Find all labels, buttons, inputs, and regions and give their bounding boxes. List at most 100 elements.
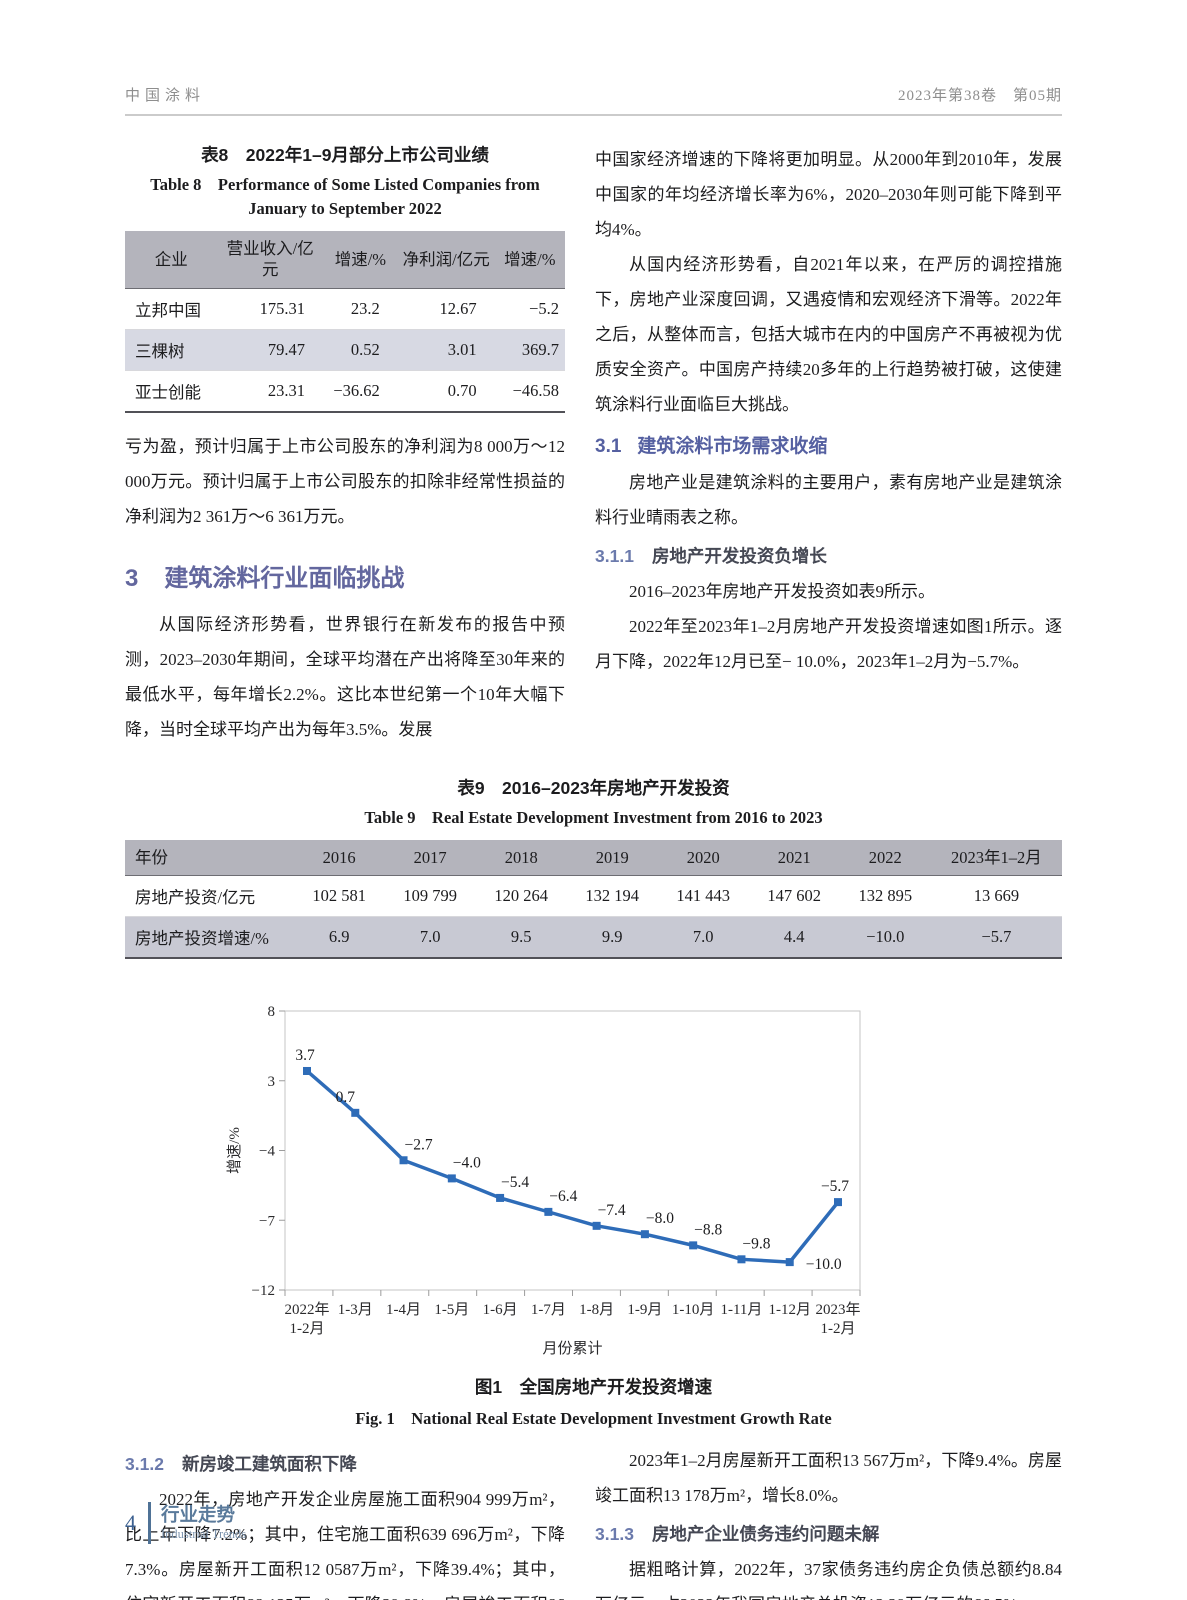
x-tick-label: 1-2月	[290, 1321, 325, 1337]
table-cell: 79.47	[267, 339, 305, 359]
table-cell: 109 799	[403, 886, 457, 906]
data-point-label: −6.4	[549, 1188, 577, 1205]
table-cell: −46.58	[512, 380, 559, 400]
paragraph-table9-ref: 2016–2023年房地产开发投资如表9所示。	[629, 582, 935, 601]
column-header: 增速/%	[504, 249, 556, 269]
y-axis-title: 增速/%	[226, 1127, 243, 1174]
x-tick-label: 1-3月	[338, 1302, 373, 1318]
table-cell: 房地产投资/亿元	[135, 888, 256, 908]
section-number: 3	[125, 564, 139, 592]
column-header: 增速/%	[334, 249, 387, 269]
figure1: 8 3 −4 −7 −12 2022年 1-2月 1-3月 1-4月 1-5月 1-6月 1-7月 1-…	[125, 987, 1062, 1429]
data-point	[785, 1258, 794, 1267]
x-tick-label: 1-10月	[672, 1302, 715, 1318]
table8-caption-zh: 表8 2022年1–9月部分上市公司业绩	[201, 145, 489, 165]
data-point	[544, 1207, 553, 1216]
right-column-top: 中国家经济增速的下降将更加明显。从2000年到2010年，发展中国家的年均经济增…	[595, 142, 1062, 747]
section-number: 3.1.1	[595, 546, 634, 566]
paragraph-fig1-ref: 2022年至2023年1–2月房地产开发投资增速如图1所示。逐月下降，2022年…	[595, 617, 1062, 671]
data-point	[737, 1255, 746, 1264]
table-cell: 9.9	[601, 927, 623, 947]
data-point-label: −9.8	[742, 1235, 770, 1252]
table-cell: 7.0	[419, 927, 441, 947]
table-cell: 120 264	[494, 886, 548, 906]
x-tick-label: 1-2月	[821, 1321, 856, 1337]
table-cell: 房地产投资增速/%	[135, 929, 269, 949]
y-tick-label: 3	[268, 1074, 276, 1090]
column-header: 2022	[868, 847, 902, 867]
x-tick-label: 1-8月	[579, 1302, 614, 1318]
table-cell: 175.31	[259, 298, 305, 318]
data-point	[834, 1198, 842, 1207]
data-point-label: −4.0	[453, 1154, 481, 1171]
section-title: 建筑涂料市场需求收缩	[637, 436, 828, 457]
table-row: 亚士创能 23.31 −36.62 0.70 −46.58	[125, 370, 565, 412]
data-point	[640, 1230, 649, 1239]
column-header: 年份	[135, 847, 168, 867]
footer-divider	[148, 1502, 151, 1544]
table-cell: 369.7	[521, 339, 559, 359]
column-header: 2019	[595, 847, 629, 867]
table-row: 房地产投资增速/% 6.9 7.0 9.5 9.9 7.0 4.4 −10.0 −5.7	[125, 916, 1062, 959]
section-number: 3.1.3	[595, 1524, 634, 1545]
table-cell: 0.52	[350, 339, 380, 359]
data-point-label: −5.4	[501, 1174, 529, 1191]
right-column-bottom: 2023年1–2月房屋新开工面积13 567万m²，下降9.4%。房屋竣工面积1…	[595, 1443, 1062, 1600]
section-title: 建筑涂料行业面临挑战	[164, 564, 405, 592]
table-cell: −5.7	[981, 927, 1012, 947]
x-axis-title: 月份累计	[542, 1340, 602, 1357]
data-point-label: −7.4	[598, 1202, 626, 1219]
section-3-heading: 3 建筑涂料行业面临挑战	[125, 558, 565, 593]
paragraph-users: 房地产业是建筑涂料的主要用户，素有房地产业是建筑涂料行业晴雨表之称。	[595, 473, 1062, 527]
figure1-caption-zh: 图1 全国房地产开发投资增速	[474, 1377, 713, 1398]
table-cell: 13 669	[973, 886, 1020, 906]
table-cell: 三棵树	[135, 341, 185, 361]
table-cell: 141 443	[676, 886, 731, 906]
data-point-label: 3.7	[295, 1047, 315, 1064]
series-line	[305, 1069, 840, 1264]
left-column-bottom: 3.1.2 新房竣工建筑面积下降 2022年，房地产开发企业房屋施工面积904 9…	[125, 1443, 565, 1600]
paragraph-domestic: 从国内经济形势看，自2021年以来，在严厉的调控措施下，房地产业深度回调，又遇疫…	[595, 255, 1062, 414]
table-cell: 立邦中国	[135, 300, 201, 320]
section-3-1-3-heading: 3.1.3 房地产企业债务违约问题未解	[595, 1521, 1062, 1546]
section-title: 房地产企业债务违约问题未解	[651, 1524, 880, 1545]
table-cell: −5.2	[529, 298, 559, 318]
journal-title: 中国涂料	[125, 88, 206, 104]
paragraph-continuation: 亏为盈，预计归属于上市公司股东的净利润为8 000万～12 000万元。预计归属…	[125, 436, 565, 526]
data-point-label: −5.7	[821, 1178, 849, 1195]
table-cell: 23.31	[267, 380, 305, 400]
table-cell: 23.2	[350, 298, 380, 318]
table-cell: 6.9	[328, 927, 350, 947]
column-header: 营业收入/亿元	[226, 238, 314, 280]
table9-section: 表9 2016–2023年房地产开发投资 Table 9 Real Estate…	[125, 775, 1062, 960]
table-cell: −36.62	[333, 380, 380, 400]
table-cell: 0.70	[447, 380, 477, 400]
table-cell: 132 194	[585, 886, 640, 906]
table-cell: 147 602	[767, 886, 822, 906]
column-header: 2017	[413, 847, 447, 867]
x-tick-label: 1-9月	[627, 1302, 662, 1318]
table8: 企业 营业收入/亿元 增速/% 净利润/亿元 增速/% 立邦中国 175.31 23.2 12.…	[125, 230, 565, 413]
data-point-label: −8.0	[646, 1210, 674, 1227]
table-cell: 132 895	[858, 886, 913, 906]
header-row: 企业 营业收入/亿元 增速/% 净利润/亿元 增速/%	[125, 230, 565, 289]
issue-info: 2023年第38卷 第05期	[897, 88, 1062, 104]
table9-caption-en: Table 9 Real Estate Development Investme…	[364, 807, 823, 827]
table9-caption-zh: 表9 2016–2023年房地产开发投资	[457, 777, 730, 798]
section-number: 3.1	[595, 436, 622, 457]
figure1-line-chart: 8 3 −4 −7 −12 2022年 1-2月 1-3月 1-4月 1-5月 1-6月 1-7月 1-…	[226, 1004, 861, 1357]
running-head: 中国涂料 2023年第38卷 第05期	[125, 0, 1062, 116]
table-cell: 亚士创能	[135, 382, 201, 402]
column-header: 2021	[777, 847, 811, 867]
table-cell: 3.01	[447, 339, 477, 359]
column-header: 2023年1–2月	[951, 847, 1042, 867]
left-column-top: 表8 2022年1–9月部分上市公司业绩 Table 8 Performance…	[125, 142, 565, 747]
x-tick-label: 1-12月	[768, 1302, 811, 1318]
footer-column-en: Industrial Trends	[161, 1526, 247, 1541]
table-row: 三棵树 79.47 0.52 3.01 369.7	[125, 329, 565, 371]
section-title: 新房竣工建筑面积下降	[181, 1454, 357, 1475]
y-tick-label: −7	[259, 1213, 275, 1229]
x-tick-label: 1-7月	[531, 1302, 566, 1318]
section-title: 房地产开发投资负增长	[651, 546, 827, 566]
